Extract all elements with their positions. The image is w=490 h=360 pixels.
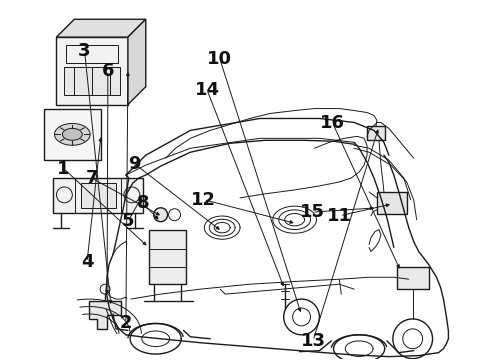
Text: 10: 10 [207,50,232,68]
Text: 9: 9 [128,155,141,173]
Ellipse shape [62,129,82,140]
Text: 3: 3 [78,42,91,60]
Bar [397,267,429,289]
Text: 1: 1 [57,159,70,177]
Bar [81,183,116,208]
Text: 15: 15 [299,203,324,221]
Text: 11: 11 [327,207,352,225]
Text: 14: 14 [195,81,220,99]
Text: 7: 7 [86,169,98,187]
Ellipse shape [54,123,90,145]
Text: 5: 5 [122,212,135,230]
Bar [56,37,128,105]
Bar [149,230,187,284]
Text: 4: 4 [81,253,93,271]
Polygon shape [89,301,121,329]
Bar [66,45,118,63]
Polygon shape [56,19,146,37]
Text: 16: 16 [320,114,345,132]
Text: 2: 2 [120,314,132,332]
Bar [53,178,143,213]
Bar [64,67,120,95]
Text: 8: 8 [137,194,149,212]
Polygon shape [128,19,146,105]
Text: 12: 12 [191,191,216,209]
Bar [367,126,385,140]
Circle shape [154,208,168,222]
Text: 6: 6 [101,62,114,80]
Text: 13: 13 [300,332,325,350]
Bar [44,109,101,160]
Bar [377,192,407,214]
